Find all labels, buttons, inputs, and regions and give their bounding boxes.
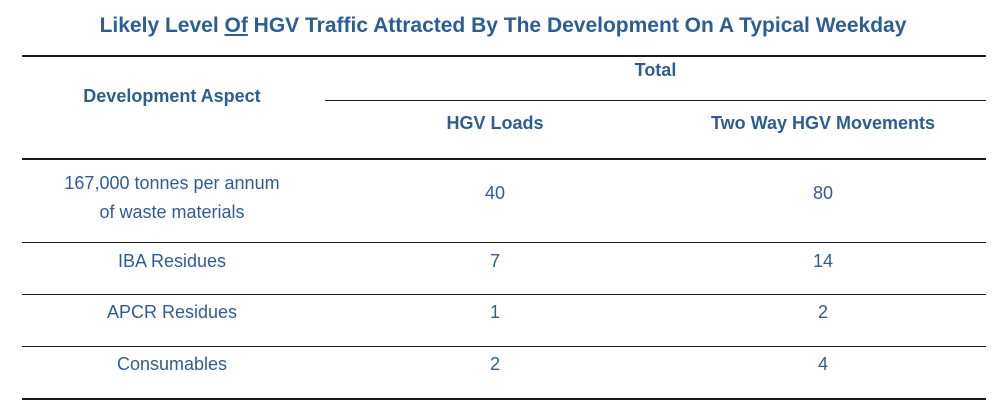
- row-divider: [22, 346, 986, 347]
- row-loads-cell: 1: [489, 302, 500, 322]
- row-divider: [22, 242, 986, 243]
- title-text-start: Likely Level: [99, 14, 225, 37]
- bottom-rule: [22, 398, 986, 400]
- row-aspect-cell: IBA Residues: [117, 251, 227, 271]
- row-movements-cell: 14: [812, 251, 834, 271]
- header-development-aspect: Development Aspect: [83, 86, 261, 106]
- row-aspect-line1: 167,000 tonnes per annum: [64, 173, 280, 193]
- header-total: Total: [634, 60, 677, 80]
- top-rule: [22, 55, 986, 57]
- header-hgv-loads: HGV Loads: [446, 113, 544, 133]
- row-movements-cell: 80: [812, 183, 834, 203]
- row-aspect-line2: of waste materials: [99, 202, 245, 222]
- row-aspect-cell: Consumables: [116, 354, 228, 374]
- title-text-end: HGV Traffic Attracted By The Development…: [247, 14, 907, 37]
- row-aspect-cell: 167,000 tonnes per annum of waste materi…: [22, 169, 322, 227]
- row-movements-cell: 2: [817, 302, 828, 322]
- row-divider: [22, 294, 986, 295]
- table-title: Likely Level Of HGV Traffic Attracted By…: [0, 14, 1006, 38]
- header-bottom-rule: [22, 158, 986, 160]
- row-movements-cell: 4: [817, 354, 828, 374]
- row-loads-cell: 40: [484, 183, 506, 203]
- row-loads-cell: 7: [489, 251, 500, 271]
- title-underlined-word: Of: [224, 14, 248, 37]
- header-two-way-hgv-movements: Two Way HGV Movements: [710, 113, 936, 133]
- total-underline-rule: [325, 100, 986, 101]
- row-loads-cell: 2: [489, 354, 500, 374]
- row-aspect-cell: APCR Residues: [106, 302, 238, 322]
